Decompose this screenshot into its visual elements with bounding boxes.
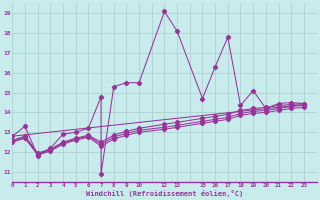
X-axis label: Windchill (Refroidissement éolien,°C): Windchill (Refroidissement éolien,°C) xyxy=(86,190,243,197)
